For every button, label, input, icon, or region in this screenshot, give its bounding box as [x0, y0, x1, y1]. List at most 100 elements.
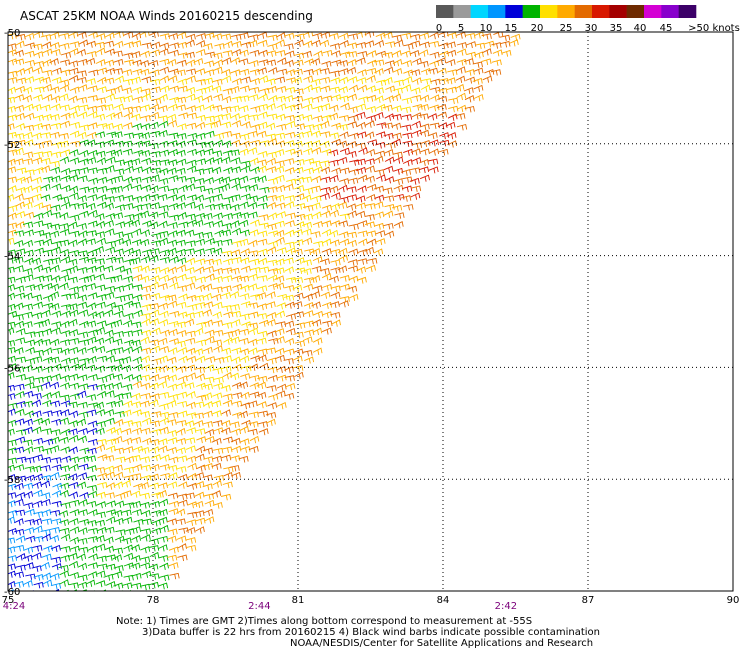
wind-barb	[276, 103, 287, 111]
wind-barb	[23, 418, 33, 426]
wind-barb	[385, 85, 396, 93]
wind-barb	[328, 149, 339, 157]
wind-barb	[374, 39, 385, 48]
wind-barb	[428, 166, 439, 174]
wind-barb	[223, 466, 234, 473]
wind-barb	[40, 194, 51, 202]
wind-barb	[86, 409, 97, 417]
wind-barb	[140, 347, 152, 355]
wind-barb	[33, 525, 43, 533]
wind-barb	[87, 438, 98, 446]
wind-barb	[438, 78, 449, 85]
wind-barb	[31, 132, 42, 140]
wind-barb	[68, 518, 79, 526]
wind-barb	[304, 356, 315, 364]
wind-barb	[69, 292, 80, 299]
wind-barb	[329, 239, 340, 247]
wind-barb	[203, 221, 215, 228]
wind-barb	[168, 202, 179, 210]
wind-barb	[92, 590, 95, 591]
wind-barb	[202, 95, 213, 103]
wind-barb	[295, 213, 306, 221]
wind-barb	[302, 187, 314, 195]
wind-barb	[221, 285, 232, 292]
wind-barb	[42, 356, 53, 364]
wind-barb	[77, 58, 88, 66]
wind-barb	[123, 283, 134, 291]
wind-barb	[328, 185, 339, 193]
wind-barb	[103, 536, 114, 544]
wind-barb	[59, 282, 69, 290]
wind-barb	[87, 167, 98, 174]
wind-barb	[122, 183, 133, 191]
wind-barb	[285, 220, 295, 228]
wind-barb	[185, 537, 197, 544]
wind-barb	[355, 42, 367, 49]
wind-barb	[357, 69, 367, 77]
wind-barb	[49, 160, 60, 168]
wind-barb	[202, 410, 213, 418]
wind-barb	[178, 293, 189, 301]
wind-barb	[41, 509, 52, 517]
wind-barb	[131, 572, 142, 580]
wind-barb	[229, 421, 240, 428]
wind-barb	[358, 238, 368, 246]
wind-barb	[383, 76, 393, 85]
wind-barb	[338, 68, 349, 75]
wind-barb	[482, 75, 493, 83]
wind-barb	[160, 472, 171, 480]
wind-barb	[310, 248, 321, 256]
wind-barb	[104, 455, 115, 462]
wind-barb	[114, 411, 125, 418]
wind-barb	[320, 176, 331, 183]
wind-barb	[455, 75, 466, 83]
wind-barb	[15, 535, 26, 543]
wind-barb	[221, 365, 232, 373]
wind-barb	[130, 257, 141, 265]
wind-barb	[410, 33, 421, 41]
wind-barb	[213, 203, 224, 210]
wind-barb	[346, 140, 357, 149]
wind-barb	[105, 401, 117, 408]
wind-barb	[285, 77, 297, 84]
wind-barb	[376, 103, 386, 112]
wind-barb	[402, 59, 413, 67]
wind-barb	[159, 310, 169, 318]
wind-barb	[68, 265, 79, 273]
wind-barb	[310, 160, 321, 167]
wind-barb	[140, 293, 151, 301]
wind-barb	[49, 338, 60, 346]
wind-barb	[22, 221, 34, 229]
wind-barb	[229, 203, 240, 211]
wind-barb	[257, 238, 268, 246]
wind-barb	[169, 310, 180, 318]
wind-barb	[149, 439, 160, 446]
wind-barb	[185, 330, 196, 338]
wind-barb	[15, 187, 26, 194]
wind-barb	[427, 132, 438, 140]
wind-barb	[473, 93, 484, 102]
wind-barb	[284, 32, 295, 40]
wind-barb	[285, 104, 296, 112]
wind-barb	[151, 509, 162, 517]
wind-barb	[25, 535, 36, 543]
wind-barb	[139, 447, 150, 454]
wind-barb	[510, 33, 521, 41]
wind-barb	[87, 383, 98, 391]
wind-barb	[310, 231, 321, 238]
wind-barb	[113, 168, 125, 176]
wind-barb	[266, 157, 277, 166]
wind-barb	[8, 546, 16, 554]
wind-barb	[313, 240, 324, 248]
wind-barb	[447, 113, 458, 121]
wind-barb	[275, 50, 286, 57]
wind-barb	[348, 114, 359, 122]
wind-barb	[268, 283, 279, 290]
wind-barb	[105, 471, 116, 479]
wind-barb	[473, 67, 484, 75]
wind-barb	[202, 212, 213, 220]
wind-barb	[60, 184, 71, 192]
wind-barb	[79, 492, 89, 500]
wind-barb	[338, 220, 349, 228]
wind-barb	[25, 42, 36, 50]
